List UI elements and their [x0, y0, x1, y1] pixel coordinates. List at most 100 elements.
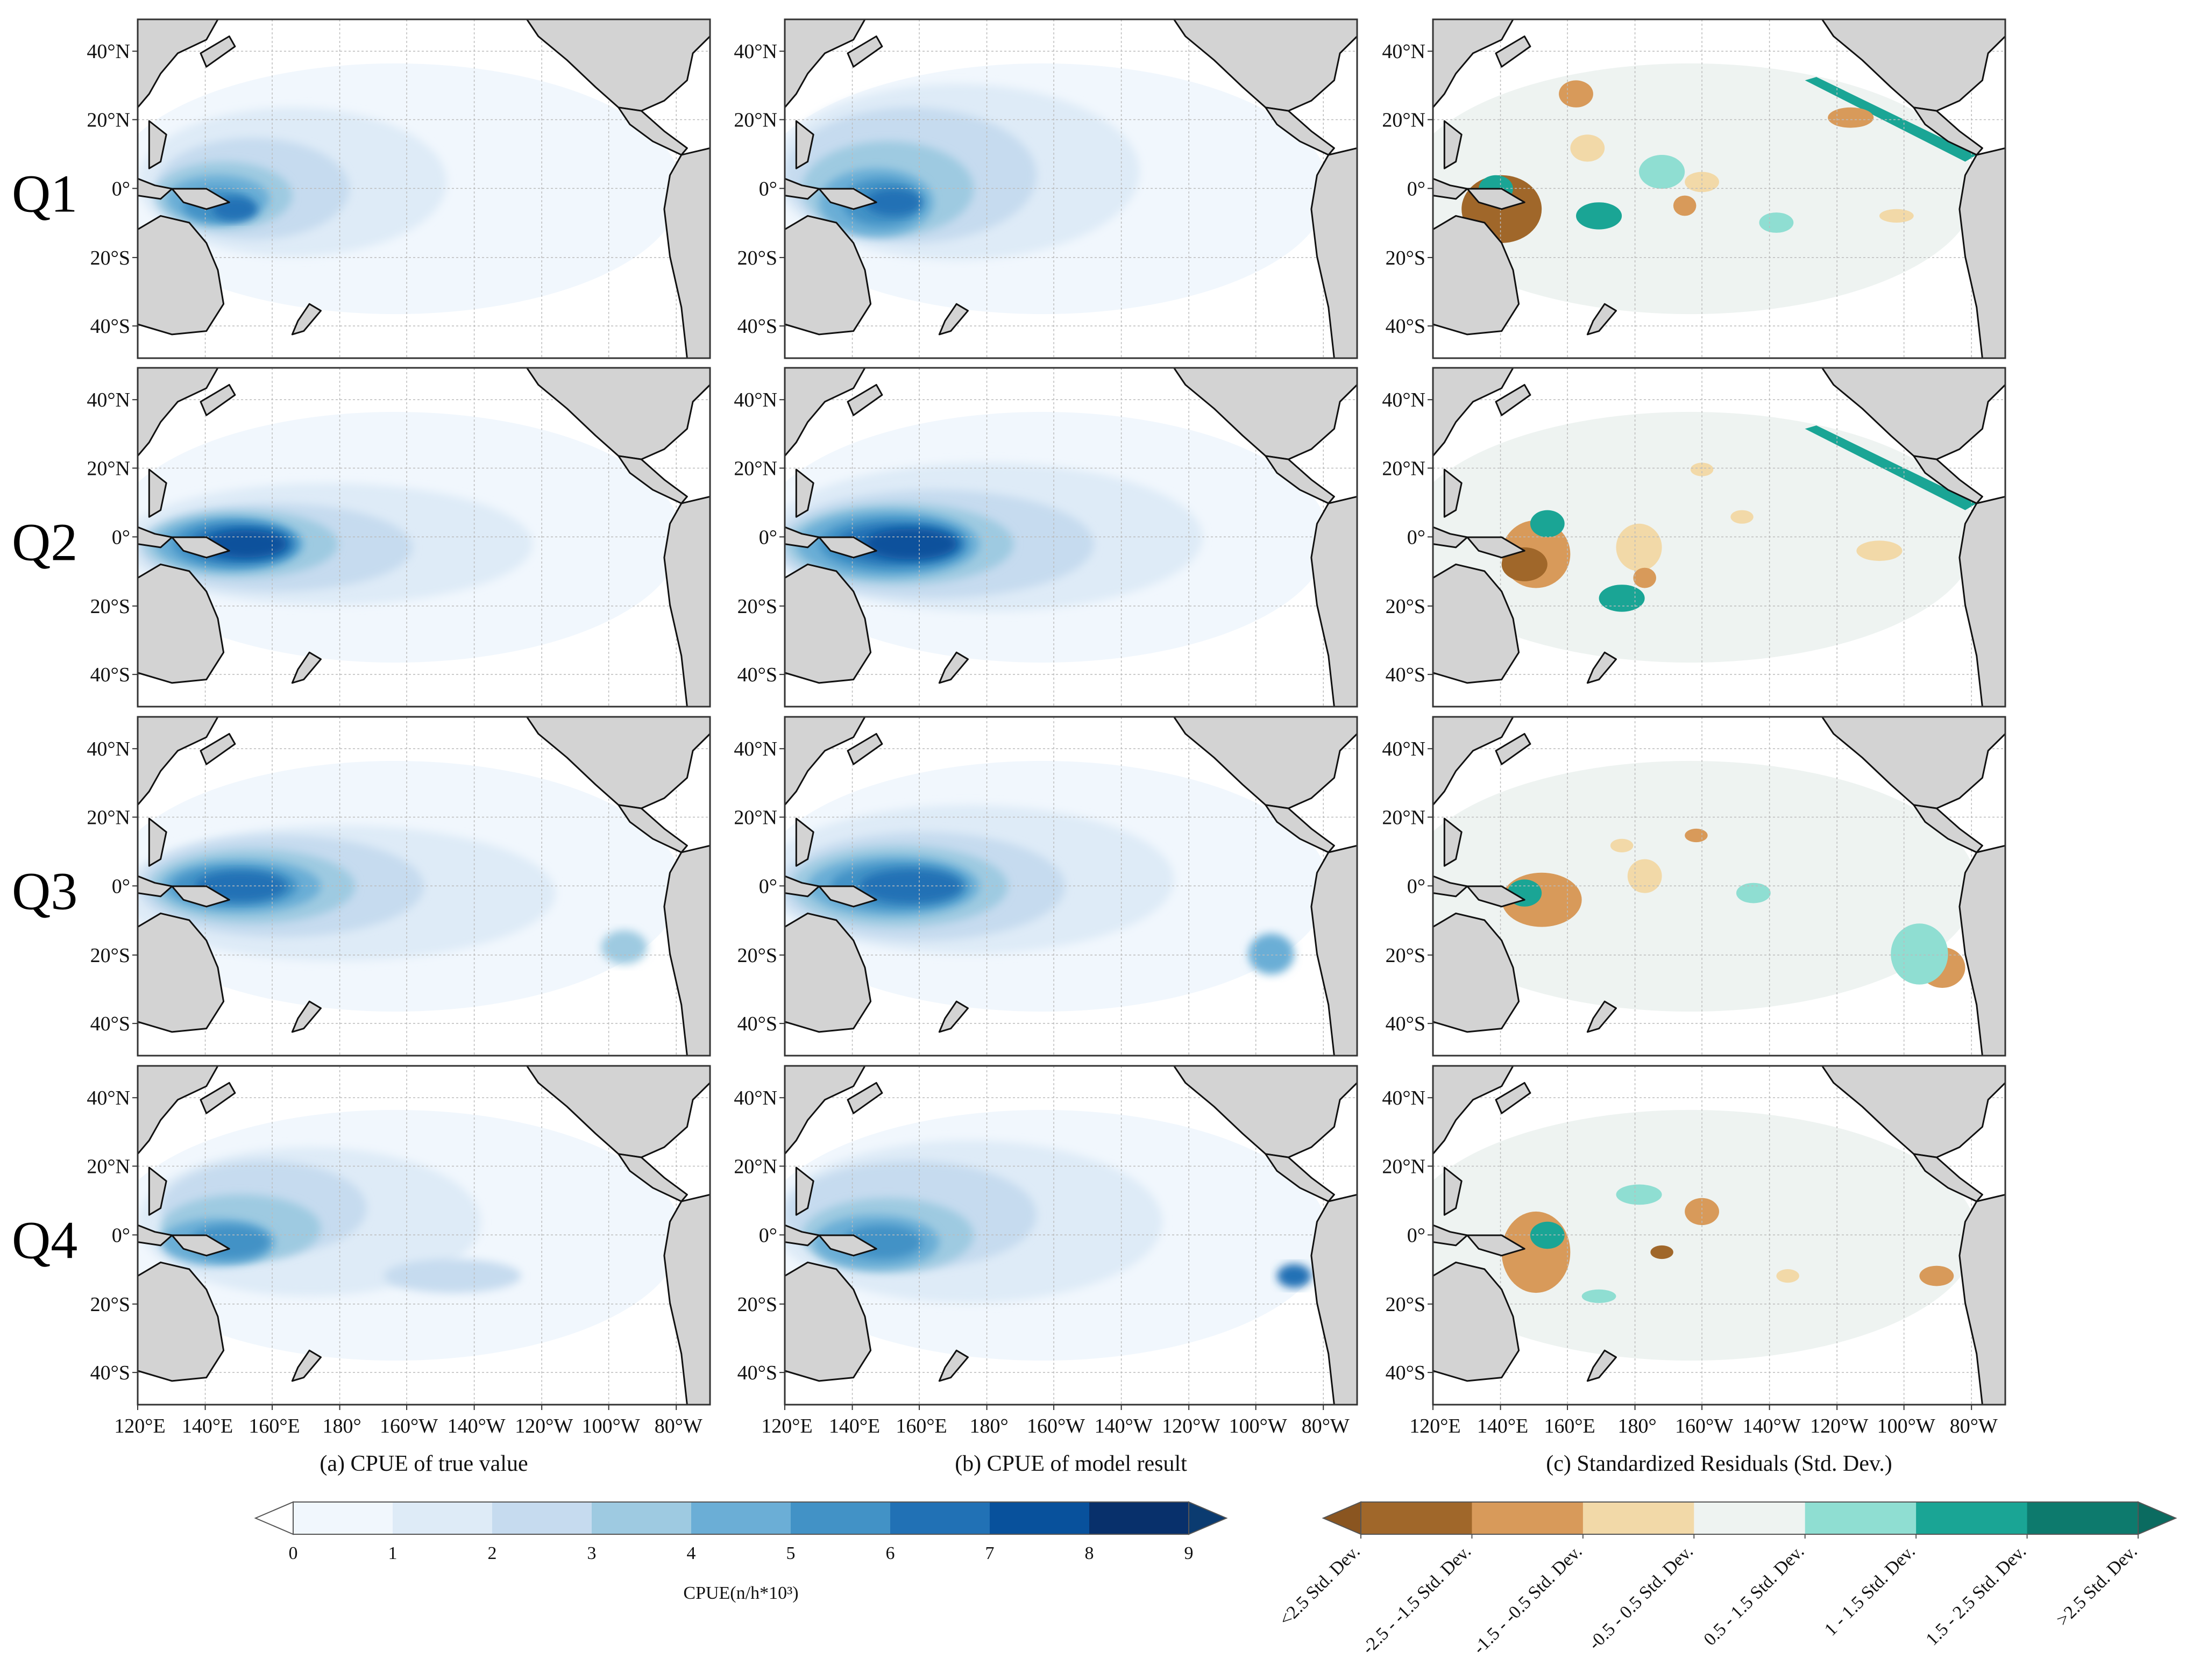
- colorbar-under-arrow: [254, 1501, 294, 1535]
- landmass-south-america: [1958, 147, 2005, 358]
- landmass-north-america: [1821, 19, 2005, 112]
- landmass-east-asia: [785, 1066, 866, 1155]
- lon-tick-label: 180°: [1617, 1415, 1656, 1437]
- landmass-north-america: [1821, 717, 2005, 809]
- map-panel-q3-a: 40°N 20°N 0° 20°S 40°S: [87, 716, 711, 1057]
- lat-tick-label: 0°: [759, 875, 777, 898]
- landmass-indonesia: [1433, 526, 1468, 549]
- cpue-contour: [864, 529, 957, 559]
- panel-content: [785, 368, 1357, 707]
- lat-tick-label: 40°N: [87, 738, 130, 760]
- lat-tick-label: 20°S: [737, 944, 777, 967]
- row-labels: Q1 Q2 Q3 Q4: [12, 164, 77, 1270]
- lat-tick-label: 20°S: [737, 247, 777, 269]
- landmass-north-america: [526, 19, 710, 112]
- lat-tick-label: 20°S: [90, 595, 130, 618]
- lat-tick-label: 20°S: [1386, 1293, 1425, 1316]
- landmass-north-america: [1173, 368, 1357, 460]
- lat-tick-label: 20°N: [87, 1155, 130, 1178]
- residual-contour: [1530, 510, 1565, 537]
- lat-tick-label: 40°S: [737, 315, 777, 338]
- landmass-east-asia: [785, 368, 866, 457]
- landmass-south-america: [1310, 495, 1357, 707]
- lon-tick-label: 120°W: [1810, 1415, 1868, 1437]
- landmass-north-america: [1173, 19, 1357, 112]
- lat-tick-label: 40°N: [87, 1087, 130, 1109]
- lon-tick-label: 140°W: [448, 1415, 506, 1437]
- landmass-north-america: [526, 368, 710, 460]
- map-panel-q2-b: 40°N 20°N 0° 20°S 40°S: [734, 367, 1358, 708]
- caption-c: (c) Standardized Residuals (Std. Dev.): [1546, 1451, 1892, 1476]
- colorbar-tick-label: 5: [786, 1543, 796, 1563]
- landmass-central-america: [1265, 1153, 1335, 1202]
- landmass-new-guinea: [171, 536, 230, 559]
- cpue-contour: [1277, 1264, 1311, 1288]
- landmass-australia: [138, 912, 225, 1033]
- row-label-q3: Q3: [12, 862, 77, 921]
- landmass-australia: [1433, 563, 1520, 684]
- residual-under-arrow: [1322, 1501, 1361, 1535]
- residual-segment: [1472, 1502, 1584, 1534]
- landmass-new-zealand: [291, 1000, 322, 1033]
- lat-tick-label: 40°S: [90, 1013, 130, 1035]
- residual-contour: [1599, 585, 1645, 612]
- lon-tick-label: 140°W: [1743, 1415, 1801, 1437]
- colorbar-tick-label: 9: [1184, 1543, 1194, 1563]
- lat-tick-label: 20°S: [1386, 595, 1425, 618]
- landmass-east-asia: [1433, 717, 1514, 806]
- lat-tick-label: 0°: [1407, 875, 1425, 898]
- lat-tick-label: 0°: [112, 1224, 130, 1247]
- landmass-south-america: [1310, 147, 1357, 358]
- landmass-indonesia: [1433, 875, 1468, 898]
- landmass-australia: [138, 215, 225, 336]
- residual-contour: [1891, 923, 1948, 985]
- landmass-north-america: [1173, 717, 1357, 809]
- colorbar-tick-label: 7: [985, 1543, 995, 1563]
- residual-contour: [1856, 540, 1903, 561]
- landmass-new-guinea: [818, 536, 877, 559]
- lon-tick-label: 140°E: [182, 1415, 233, 1437]
- landmass-japan: [1495, 1082, 1531, 1114]
- landmass-indonesia: [1433, 1224, 1468, 1247]
- lat-tick-label: 20°S: [90, 1293, 130, 1316]
- row-label-q4: Q4: [12, 1211, 77, 1270]
- landmass-new-guinea: [1466, 188, 1525, 210]
- lat-tick-label: 20°N: [734, 457, 777, 480]
- residual-over-arrow: [2138, 1501, 2177, 1535]
- landmass-north-america: [526, 717, 710, 809]
- residual-contour: [1616, 523, 1662, 571]
- colorbar-segment: [990, 1502, 1090, 1534]
- colorbar-segment: [492, 1502, 592, 1534]
- colorbar-frame: [293, 1501, 1189, 1535]
- landmass-south-america: [1958, 1193, 2005, 1405]
- colorbar-tick-label: 4: [687, 1543, 696, 1563]
- lat-tick-label: 40°N: [87, 40, 130, 63]
- landmass-central-america: [1913, 455, 1983, 504]
- residual-contour: [1828, 107, 1874, 128]
- lon-tick-label: 160°E: [1544, 1415, 1595, 1437]
- landmass-new-guinea: [818, 885, 877, 908]
- landmass-central-america: [618, 455, 688, 504]
- landmass-indonesia: [138, 875, 173, 898]
- lat-tick-label: 0°: [112, 875, 130, 898]
- landmass-indonesia: [138, 526, 173, 549]
- landmass-east-asia: [1433, 19, 1514, 109]
- landmass-new-guinea: [1466, 536, 1525, 559]
- landmass-new-zealand: [1586, 1000, 1617, 1033]
- map-panel-q3-b: 40°N 20°N 0° 20°S 40°S: [734, 716, 1358, 1057]
- landmass-south-america: [663, 495, 710, 707]
- lon-tick-label: 100°W: [1229, 1415, 1287, 1437]
- lat-tick-label: 0°: [112, 177, 130, 200]
- caption-b: (b) CPUE of model result: [955, 1451, 1187, 1476]
- residual-contour: [1627, 859, 1662, 893]
- landmass-japan: [1495, 733, 1531, 765]
- landmass-australia: [1433, 1261, 1520, 1382]
- lat-tick-label: 40°S: [1386, 1013, 1425, 1035]
- landmass-japan: [847, 1082, 883, 1114]
- residual-contour: [1685, 172, 1720, 193]
- lat-tick-label: 40°N: [734, 1087, 777, 1109]
- landmass-new-guinea: [818, 188, 877, 210]
- landmass-new-zealand: [291, 1349, 322, 1382]
- landmass-east-asia: [138, 368, 219, 457]
- panel-content: [1433, 368, 2005, 707]
